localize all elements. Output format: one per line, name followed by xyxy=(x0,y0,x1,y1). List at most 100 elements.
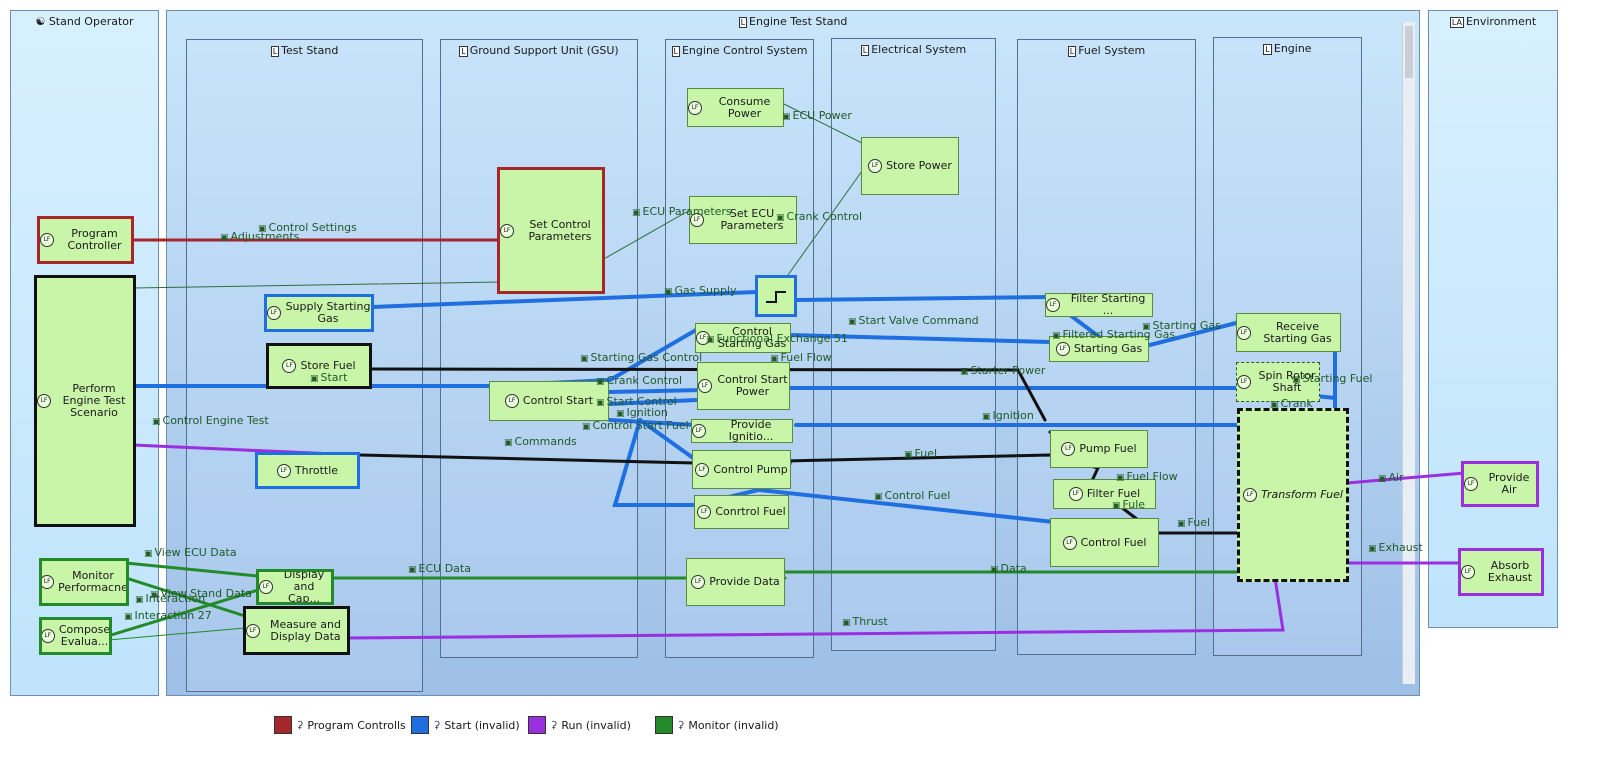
flow-label: Starting Gas Control xyxy=(580,351,703,364)
flow-label: ECU Parameters xyxy=(632,205,732,218)
lane-gsu: L Ground Support Unit (GSU) xyxy=(440,39,638,658)
vertical-scrollbar[interactable] xyxy=(1402,22,1415,684)
flow-label: Control Start Fuel xyxy=(582,419,689,432)
scenario-icon: ⚳ xyxy=(433,719,441,731)
flow-label: Fuel xyxy=(1177,516,1211,529)
lane-title: Environment xyxy=(1465,15,1537,28)
function-compose-eval[interactable]: LF Compose Evalua... xyxy=(39,617,112,655)
function-supply-gas[interactable]: LF Supply Starting Gas xyxy=(264,294,374,332)
flow-label: View ECU Data xyxy=(144,546,237,559)
function-monitor-perf[interactable]: LF Monitor Performacne xyxy=(39,558,129,606)
flow-label: Ignition xyxy=(616,406,668,419)
function-store-power[interactable]: LF Store Power xyxy=(861,137,959,195)
function-provide-data[interactable]: LF Provide Data xyxy=(686,558,785,606)
function-control-fuel-ecs[interactable]: LF Conrtrol Fuel xyxy=(694,495,789,529)
flow-label: Crank Control xyxy=(776,210,863,223)
legend-swatch xyxy=(655,716,673,734)
function-program-controller[interactable]: LF Program Controller xyxy=(37,216,134,264)
flow-label: Fuel xyxy=(904,447,938,460)
function-provide-ignition[interactable]: LF Provide Ignitio... xyxy=(691,419,793,443)
legend-run[interactable]: ⚳ Run (invalid) xyxy=(528,716,631,734)
flow-label: Gas Supply xyxy=(664,284,737,297)
function-control-start[interactable]: LF Control Start xyxy=(489,381,609,421)
flow-label: Air xyxy=(1378,471,1404,484)
flow-line-control-settings xyxy=(132,281,501,289)
legend-start[interactable]: ⚳ Start (invalid) xyxy=(411,716,520,734)
flow-label: Crank xyxy=(1270,397,1313,410)
logical-icon: L xyxy=(459,45,468,57)
function-pump-fuel[interactable]: LF Pump Fuel xyxy=(1050,430,1148,468)
flow-label: Interaction 27 xyxy=(124,609,212,622)
flow-label: Start Valve Command xyxy=(848,314,979,327)
lane-title: Ground Support Unit (GSU) xyxy=(469,44,619,57)
logical-icon: L xyxy=(270,45,280,57)
flow-label: ECU Data xyxy=(408,562,471,575)
function-filter-starting[interactable]: LF Filter Starting ... xyxy=(1045,293,1153,317)
flow-line-air xyxy=(1345,471,1467,485)
flow-label: Control Fuel xyxy=(874,489,951,502)
flow-line-crank-control xyxy=(787,170,863,276)
flow-label: Data xyxy=(990,562,1027,575)
function-consume-power[interactable]: LF Consume Power xyxy=(687,88,784,127)
logical-icon: L xyxy=(738,16,748,28)
lane-environment: LA Environment xyxy=(1428,10,1558,628)
flow-label: Fule xyxy=(1112,498,1146,511)
flow-label: Start Control xyxy=(596,395,677,408)
legend-monitor[interactable]: ⚳ Monitor (invalid) xyxy=(655,716,779,734)
function-receive-starting-gas[interactable]: LF Receive Starting Gas xyxy=(1236,313,1341,352)
flow-label: Control Engine Test xyxy=(152,414,269,427)
flow-label: Fuel Flow xyxy=(770,351,832,364)
logical-icon: LA xyxy=(1449,16,1464,28)
flow-line-gas-to-filter xyxy=(795,295,1052,302)
logical-icon: L xyxy=(671,45,680,57)
flow-line-interaction-27 xyxy=(107,627,246,641)
scrollbar-thumb[interactable] xyxy=(1405,26,1413,78)
logical-icon: L xyxy=(1067,45,1077,57)
function-measure-display[interactable]: LF Measure and Display Data xyxy=(243,606,350,655)
function-switch[interactable] xyxy=(755,275,797,317)
flow-label: Adjustments xyxy=(220,230,300,243)
function-throttle[interactable]: LF Throttle xyxy=(255,452,360,489)
legend-swatch xyxy=(411,716,429,734)
flow-label: ECU Power xyxy=(782,109,852,122)
flow-label: Starting Fuel xyxy=(1292,372,1373,385)
function-absorb-exhaust[interactable]: LF Absorb Exhaust xyxy=(1458,548,1544,596)
function-provide-air[interactable]: LF Provide Air xyxy=(1461,461,1539,507)
lane-title: Engine Test Stand xyxy=(749,15,848,28)
flow-label: Functional Exchange 51 xyxy=(706,332,848,345)
legend-swatch xyxy=(528,716,546,734)
scenario-icon: ⚳ xyxy=(677,719,685,731)
lane-title: Test Stand xyxy=(281,44,339,57)
flow-line-thrust xyxy=(345,576,1285,640)
flow-line-ecu-parameters xyxy=(601,209,691,261)
flow-label: Start xyxy=(310,371,348,384)
switch-icon xyxy=(766,291,786,303)
logical-icon: L xyxy=(860,44,870,56)
function-control-fuel-fs[interactable]: LF Control Fuel xyxy=(1050,518,1159,567)
lane-title: Engine xyxy=(1273,42,1312,55)
flow-label: Ignition xyxy=(982,409,1034,422)
function-perform-scenario[interactable]: LF Perform Engine Test Scenario xyxy=(34,275,136,527)
function-transform-fuel[interactable]: LF Transform Fuel xyxy=(1237,408,1349,582)
flow-label: Fuel Flow xyxy=(1116,470,1178,483)
lane-title: Stand Operator xyxy=(48,15,134,28)
lane-title: Engine Control System xyxy=(681,44,808,57)
flow-label: Commands xyxy=(504,435,577,448)
function-control-pump[interactable]: LF Control Pump xyxy=(692,450,791,489)
flow-line-view-ecu-data xyxy=(124,561,260,578)
flow-label: Thrust xyxy=(842,615,888,628)
scenario-icon: ⚳ xyxy=(296,719,304,731)
flow-label: Filtered Starting Gas xyxy=(1052,328,1176,341)
scenario-icon: ⚳ xyxy=(550,719,558,731)
function-display-capture[interactable]: LF Display and Cap... xyxy=(256,569,334,605)
legend-swatch xyxy=(274,716,292,734)
flow-label: Crank Control xyxy=(596,374,683,387)
flow-label: Interaction xyxy=(135,592,206,605)
legend-program-controlls[interactable]: ⚳ Program Controlls xyxy=(274,716,406,734)
flow-label: Starter Power xyxy=(960,364,1046,377)
function-set-control-params[interactable]: LF Set Control Parameters xyxy=(497,167,605,294)
function-control-start-power[interactable]: LF Control Start Power xyxy=(697,362,790,410)
lane-title: Fuel System xyxy=(1078,44,1146,57)
actor-icon: ☯ xyxy=(35,15,46,28)
flow-label: Exhaust xyxy=(1368,541,1423,554)
